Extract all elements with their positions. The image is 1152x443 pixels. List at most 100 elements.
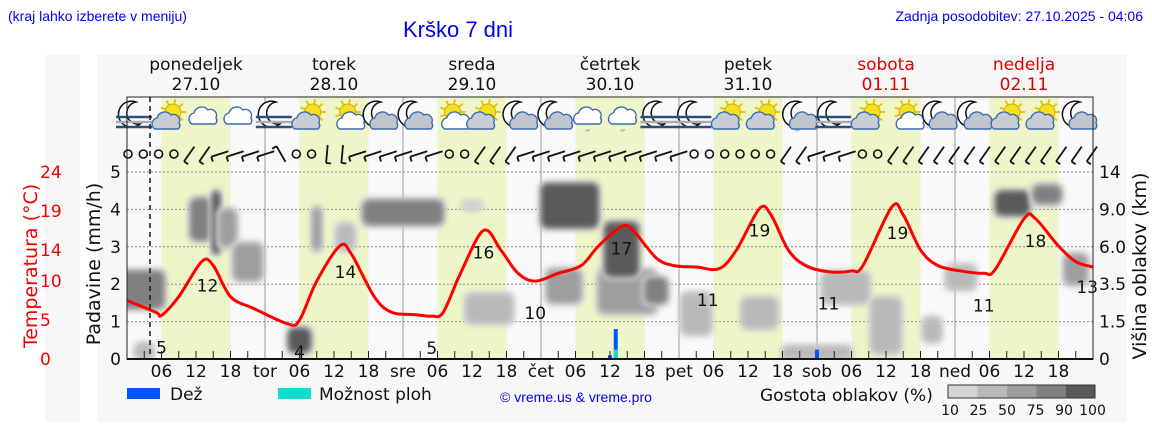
wind-calm-icon xyxy=(291,149,302,159)
sun-ray xyxy=(475,106,481,111)
copyright-link[interactable]: © vreme.us & vreme.pro xyxy=(500,389,652,405)
cloud-patch xyxy=(288,327,311,353)
wind-barb-shaft xyxy=(256,150,275,158)
wind-barb-icon xyxy=(1040,146,1052,165)
cloud-icon xyxy=(850,111,880,130)
wind-barb-tick xyxy=(183,160,189,165)
wind-barb-tick xyxy=(807,156,811,162)
day-abbr-label: tor xyxy=(253,362,277,382)
wind-barb-icon xyxy=(256,150,275,162)
legend: Dež Možnost ploh © vreme.us & vreme.pro … xyxy=(127,384,1106,419)
wind-barb-icon xyxy=(577,150,596,162)
legend-rain-label: Dež xyxy=(170,385,203,405)
sun-ray xyxy=(864,100,870,106)
cloud-height-tick-label: 1.5 xyxy=(1099,313,1126,333)
wind-barb-tick xyxy=(917,160,924,165)
wind-barb-shaft xyxy=(902,146,915,162)
wind-calm-icon xyxy=(689,149,699,159)
sun-ray xyxy=(1052,102,1058,108)
wind-barb-shaft xyxy=(1040,146,1052,162)
sun-ray xyxy=(165,100,170,106)
temperature-tick-label: 14 xyxy=(40,241,62,261)
hour-tick-label: 06 xyxy=(427,362,449,382)
precip-tick-label: 5 xyxy=(110,163,121,183)
density-colorbar: 10 25 50 75 90 100 xyxy=(941,384,1106,419)
wind-barb-tick xyxy=(963,160,969,165)
density-level-label: 90 xyxy=(1055,403,1073,419)
wind-barb-icon xyxy=(887,146,899,165)
wind-barb-shaft xyxy=(532,150,550,158)
wind-barb-shaft xyxy=(933,146,945,162)
wind-barb-shaft xyxy=(241,150,260,158)
day-name: torek xyxy=(312,55,356,75)
wind-calm-icon xyxy=(138,149,149,159)
wind-barb-tick xyxy=(1009,160,1015,165)
sun-ray xyxy=(300,106,306,111)
sun-ray xyxy=(1017,102,1023,108)
legend-rain-swatch xyxy=(127,388,160,399)
precip-tick-label: 0 xyxy=(110,350,121,370)
wind-barb-shaft xyxy=(516,150,535,158)
day-date: 27.10 xyxy=(172,75,221,95)
wind-barb-icon xyxy=(638,150,658,162)
last-update: Zadnja posodobitev: 27.10.2025 - 04:06 xyxy=(895,8,1143,24)
temperature-label: 11 xyxy=(697,291,719,311)
wind-barb-icon xyxy=(780,146,792,165)
wind-barb-tick xyxy=(780,160,786,165)
wind-barb-tick xyxy=(1070,160,1077,165)
cloud-icon xyxy=(291,111,321,130)
day-abbr-label: čet xyxy=(528,362,555,382)
wind-barb-shaft xyxy=(780,146,792,162)
hour-tick-label: 12 xyxy=(323,362,345,382)
temperature-label: 5 xyxy=(426,339,437,359)
weather-icon-sun-cloud xyxy=(466,99,501,130)
hour-tick-label: 18 xyxy=(496,362,518,382)
sun-ray xyxy=(877,102,883,108)
cloud-patch xyxy=(681,293,711,335)
wind-barb-icon xyxy=(325,144,332,165)
sun-ray xyxy=(754,106,761,111)
day-abbr-label: sob xyxy=(802,362,832,382)
wind-barb-shaft xyxy=(994,146,1006,162)
cloud-icon xyxy=(509,111,539,130)
day-date: 30.10 xyxy=(586,75,635,95)
cloud-icon xyxy=(369,111,399,130)
wind-barb-icon xyxy=(393,150,413,162)
wind-barb-shaft xyxy=(669,150,688,158)
wind-barb-shaft xyxy=(226,150,244,158)
daylight-band xyxy=(989,97,1059,359)
wind-calm-icon xyxy=(169,149,179,159)
wind-barb-icon xyxy=(1009,146,1022,165)
density-swatch xyxy=(977,385,1007,398)
wind-barb-tick xyxy=(256,156,260,162)
wind-barb-icon xyxy=(994,146,1006,165)
density-level-label: 100 xyxy=(1079,403,1106,419)
cloud-icon xyxy=(1025,111,1055,130)
location-menu-hint[interactable]: (kraj lahko izberete v meniju) xyxy=(8,8,187,24)
hour-tick-label: 12 xyxy=(875,362,897,382)
sun-ray xyxy=(719,106,726,111)
temperature-label: 5 xyxy=(156,338,167,358)
hour-tick-label: 18 xyxy=(220,362,242,382)
temperature-tick-label: 5 xyxy=(40,311,51,331)
hour-tick-label: 06 xyxy=(151,362,173,382)
wind-barb-tick xyxy=(409,156,413,162)
temperature-label: 19 xyxy=(749,222,771,242)
sun-ray xyxy=(759,100,765,106)
rain-bar xyxy=(815,349,819,359)
wind-barb-icon xyxy=(424,150,443,162)
wind-barb-tick xyxy=(1040,160,1046,165)
sun-ray xyxy=(899,100,904,106)
weather-icon-sun-cloud xyxy=(1025,99,1060,130)
wind-barb-shaft xyxy=(409,150,428,158)
sun-ray xyxy=(458,102,464,108)
wind-barb-shaft xyxy=(948,146,961,162)
wind-barb-shaft xyxy=(822,150,841,158)
wind-barb-tick xyxy=(531,156,535,162)
wind-calm-icon xyxy=(153,149,164,159)
temperature-label: 16 xyxy=(473,243,495,263)
cloud-icon xyxy=(404,111,434,130)
wind-barb-shaft xyxy=(963,146,976,162)
temperature-label: 14 xyxy=(335,263,357,283)
hour-tick-label: 18 xyxy=(772,362,794,382)
